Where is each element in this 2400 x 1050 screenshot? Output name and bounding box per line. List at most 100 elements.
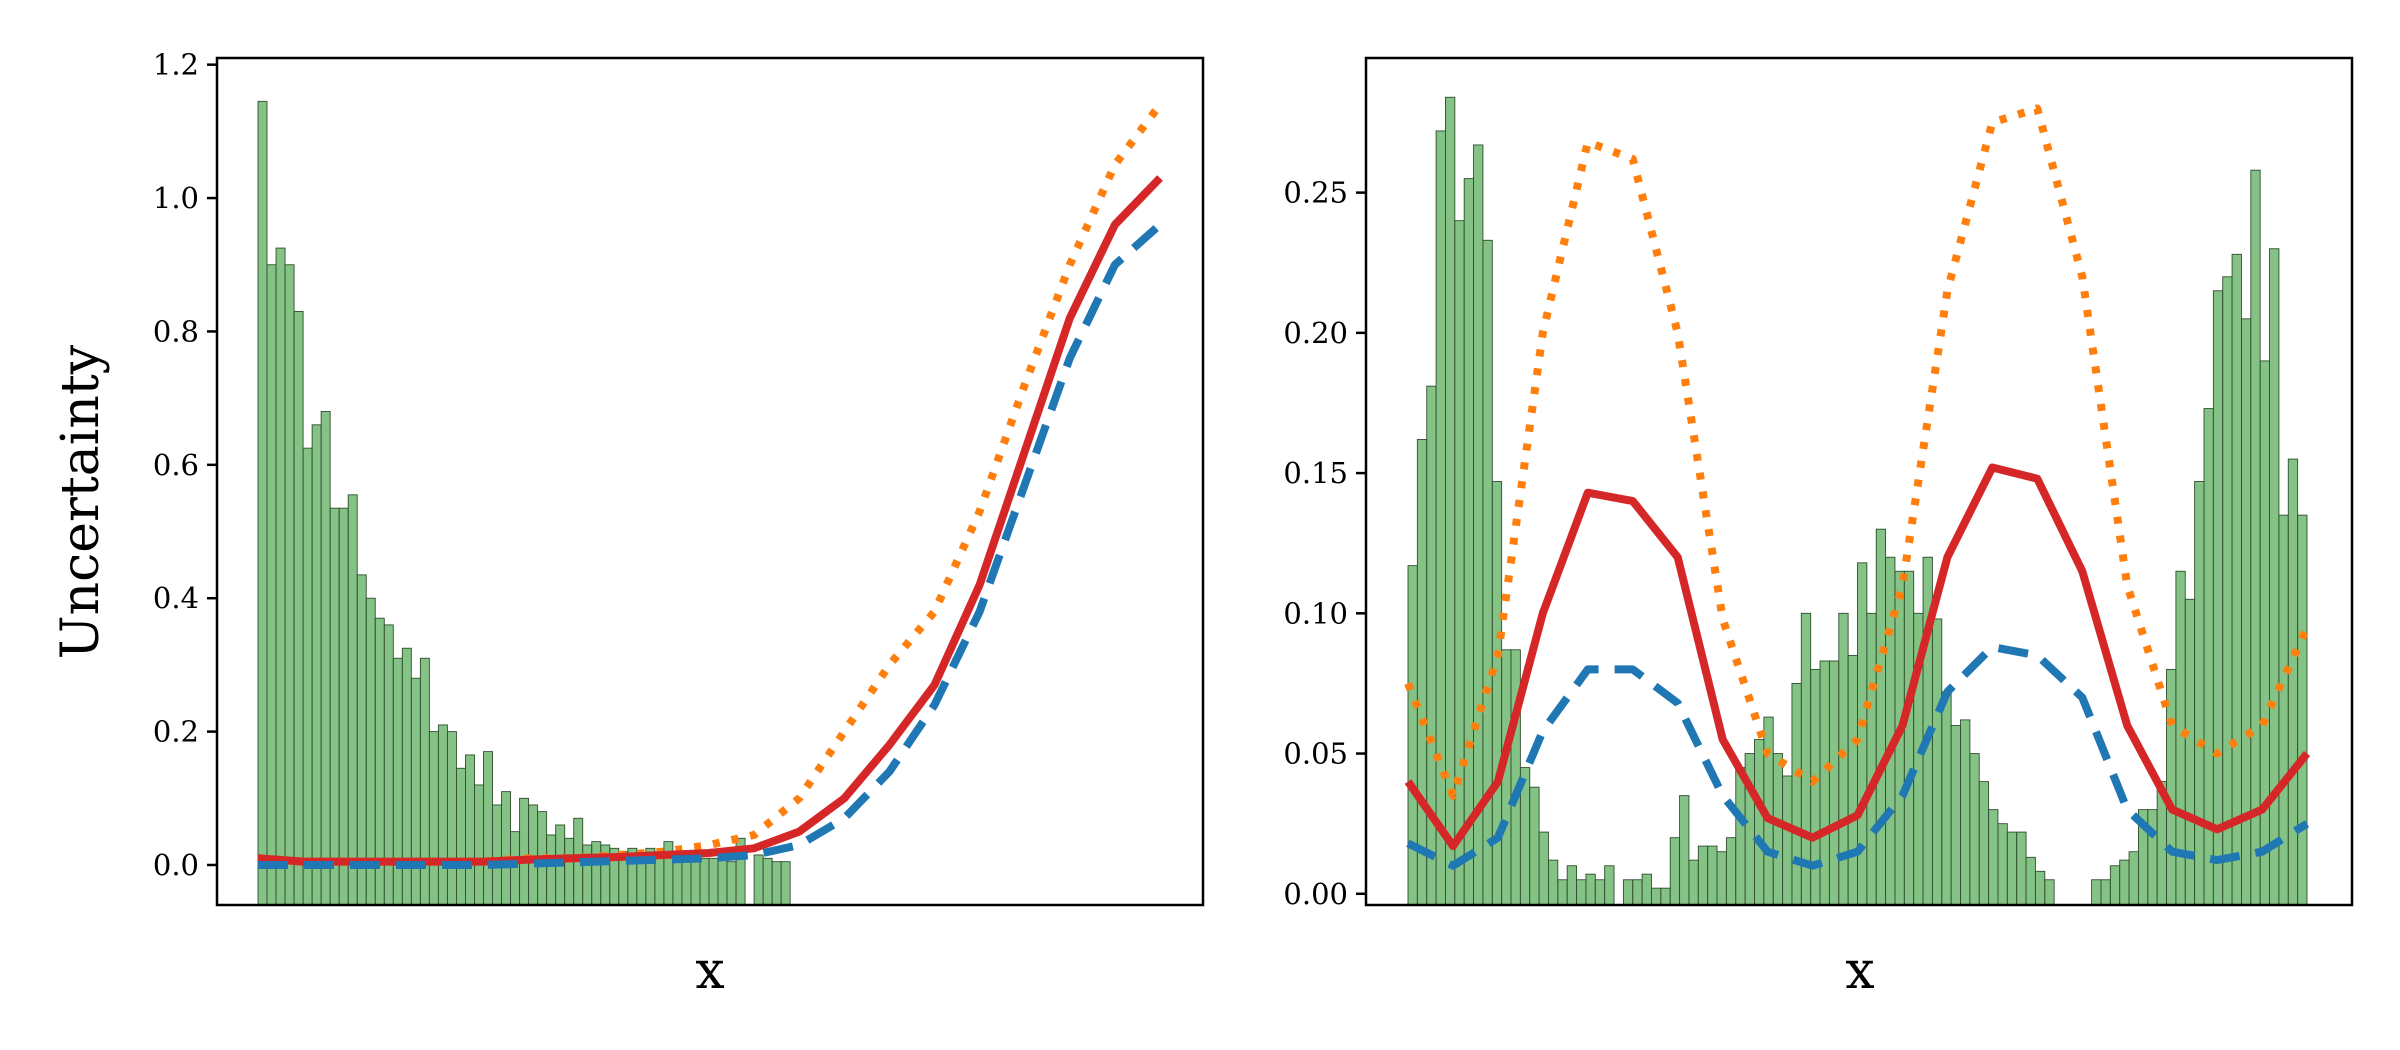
histogram-bar <box>510 831 521 906</box>
histogram-bar <box>780 861 791 906</box>
histogram-bar <box>2287 458 2299 906</box>
right-y-axis-ticks: 0.00 0.05 0.10 0.15 0.20 0.25 <box>1283 176 1366 911</box>
histogram-bar <box>474 784 484 906</box>
histogram-bar <box>1866 612 1877 906</box>
histogram-bar <box>672 857 683 906</box>
histogram-bar <box>1875 528 1887 906</box>
y-tick-label: 0.6 <box>153 448 199 482</box>
histogram-bar <box>1622 879 1634 906</box>
histogram-bar <box>1407 565 1418 906</box>
histogram-bar <box>1782 775 1793 906</box>
histogram-bar <box>2147 809 2158 906</box>
left-uncertainty-curves <box>257 102 1164 869</box>
histogram-bar <box>347 494 358 906</box>
histogram-bar <box>1576 879 1587 906</box>
histogram-bar <box>1697 845 1709 906</box>
histogram-bar <box>284 264 295 906</box>
histogram-bar <box>1754 739 1765 906</box>
histogram-bar <box>1725 837 1737 906</box>
histogram-bar <box>2100 879 2111 906</box>
histogram-bar <box>320 411 331 906</box>
histogram-bar <box>302 447 313 906</box>
histogram-bar <box>428 731 439 906</box>
histogram-bar <box>2297 514 2308 906</box>
histogram-bar <box>2222 276 2233 906</box>
right-x-axis-label: x <box>1845 941 1874 1001</box>
histogram-bar <box>1819 660 1830 906</box>
histogram-bar <box>338 507 349 906</box>
histogram-bar <box>1791 682 1802 906</box>
right-uncertainty-curves <box>1404 104 2311 870</box>
histogram-bar <box>1931 618 1943 906</box>
histogram-bar <box>1473 144 1484 906</box>
histogram-bar <box>2128 851 2139 906</box>
y-tick-label: 1.2 <box>153 48 199 82</box>
histogram-bar <box>1529 786 1540 906</box>
histogram-bar <box>2119 859 2130 906</box>
histogram-bar <box>1847 654 1858 906</box>
histogram-bar <box>546 834 557 906</box>
histogram-bar <box>1566 865 1578 906</box>
histogram-bar <box>591 841 602 906</box>
y-tick-label: 0.15 <box>1283 456 1348 490</box>
histogram-bar <box>1707 845 1718 906</box>
histogram-bar <box>257 100 268 906</box>
histogram-bar <box>483 751 493 906</box>
histogram-bar <box>690 857 701 906</box>
y-tick-label: 0.0 <box>153 848 199 882</box>
histogram-bar <box>2034 870 2046 906</box>
histogram-bar <box>1669 837 1681 906</box>
histogram-bar <box>356 574 367 906</box>
histogram-bar <box>2091 879 2102 906</box>
histogram-bar <box>2259 360 2270 906</box>
histogram-bar <box>2025 856 2036 906</box>
left-y-axis-ticks: 0.0 0.2 0.4 0.6 0.8 1.0 1.2 <box>153 48 217 882</box>
histogram-bar <box>1651 887 1662 906</box>
histogram-bar <box>1772 753 1784 906</box>
histogram-bar <box>446 731 457 906</box>
histogram-bar <box>1641 873 1652 906</box>
histogram-bar <box>1585 873 1596 906</box>
histogram-bar <box>492 804 502 906</box>
histogram-bar <box>455 767 466 906</box>
y-tick-label: 0.8 <box>153 314 199 348</box>
histogram-bar <box>708 857 719 906</box>
histogram-bar <box>1445 96 1456 906</box>
series-line-dotted <box>1404 104 2311 800</box>
histogram-bar <box>699 857 710 906</box>
histogram-bar <box>2044 879 2055 906</box>
histogram-bar <box>1463 178 1474 906</box>
histogram-bar <box>1632 879 1643 906</box>
histogram-bar <box>1679 795 1690 906</box>
histogram-bar <box>1594 879 1606 906</box>
histogram-bar <box>1978 781 1990 906</box>
y-tick-label: 0.10 <box>1283 596 1348 630</box>
histogram-bar <box>2006 831 2018 906</box>
y-tick-label: 0.2 <box>153 715 199 749</box>
series-line-solid <box>1404 463 2311 851</box>
histogram-bar <box>717 854 728 906</box>
histogram-bar <box>1903 570 1915 906</box>
histogram-bar <box>2269 248 2280 906</box>
histogram-bar <box>564 837 575 906</box>
histogram-bar <box>275 247 286 906</box>
histogram-bar <box>1426 385 1437 906</box>
left-panel: 0.0 0.2 0.4 0.6 0.8 1.0 1.2 x Uncertainty <box>51 48 1205 1001</box>
histogram-bar <box>654 851 665 906</box>
histogram-bar <box>1660 887 1671 906</box>
histogram-bar <box>465 754 475 906</box>
histogram-bar <box>1538 831 1549 906</box>
histogram-bar <box>1950 725 1961 906</box>
histogram-bar <box>293 310 304 906</box>
y-tick-label: 0.25 <box>1283 176 1348 210</box>
histogram-bar <box>1828 660 1840 906</box>
histogram-bar <box>1969 753 1980 906</box>
histogram-bar <box>311 424 322 906</box>
histogram-bar <box>753 854 764 906</box>
histogram-bar <box>437 724 448 906</box>
histogram-bar <box>1548 859 1559 906</box>
histogram-bar <box>2194 481 2205 906</box>
histogram-bar <box>329 507 340 906</box>
y-tick-label: 0.20 <box>1283 316 1348 350</box>
y-tick-label: 0.00 <box>1283 877 1348 911</box>
